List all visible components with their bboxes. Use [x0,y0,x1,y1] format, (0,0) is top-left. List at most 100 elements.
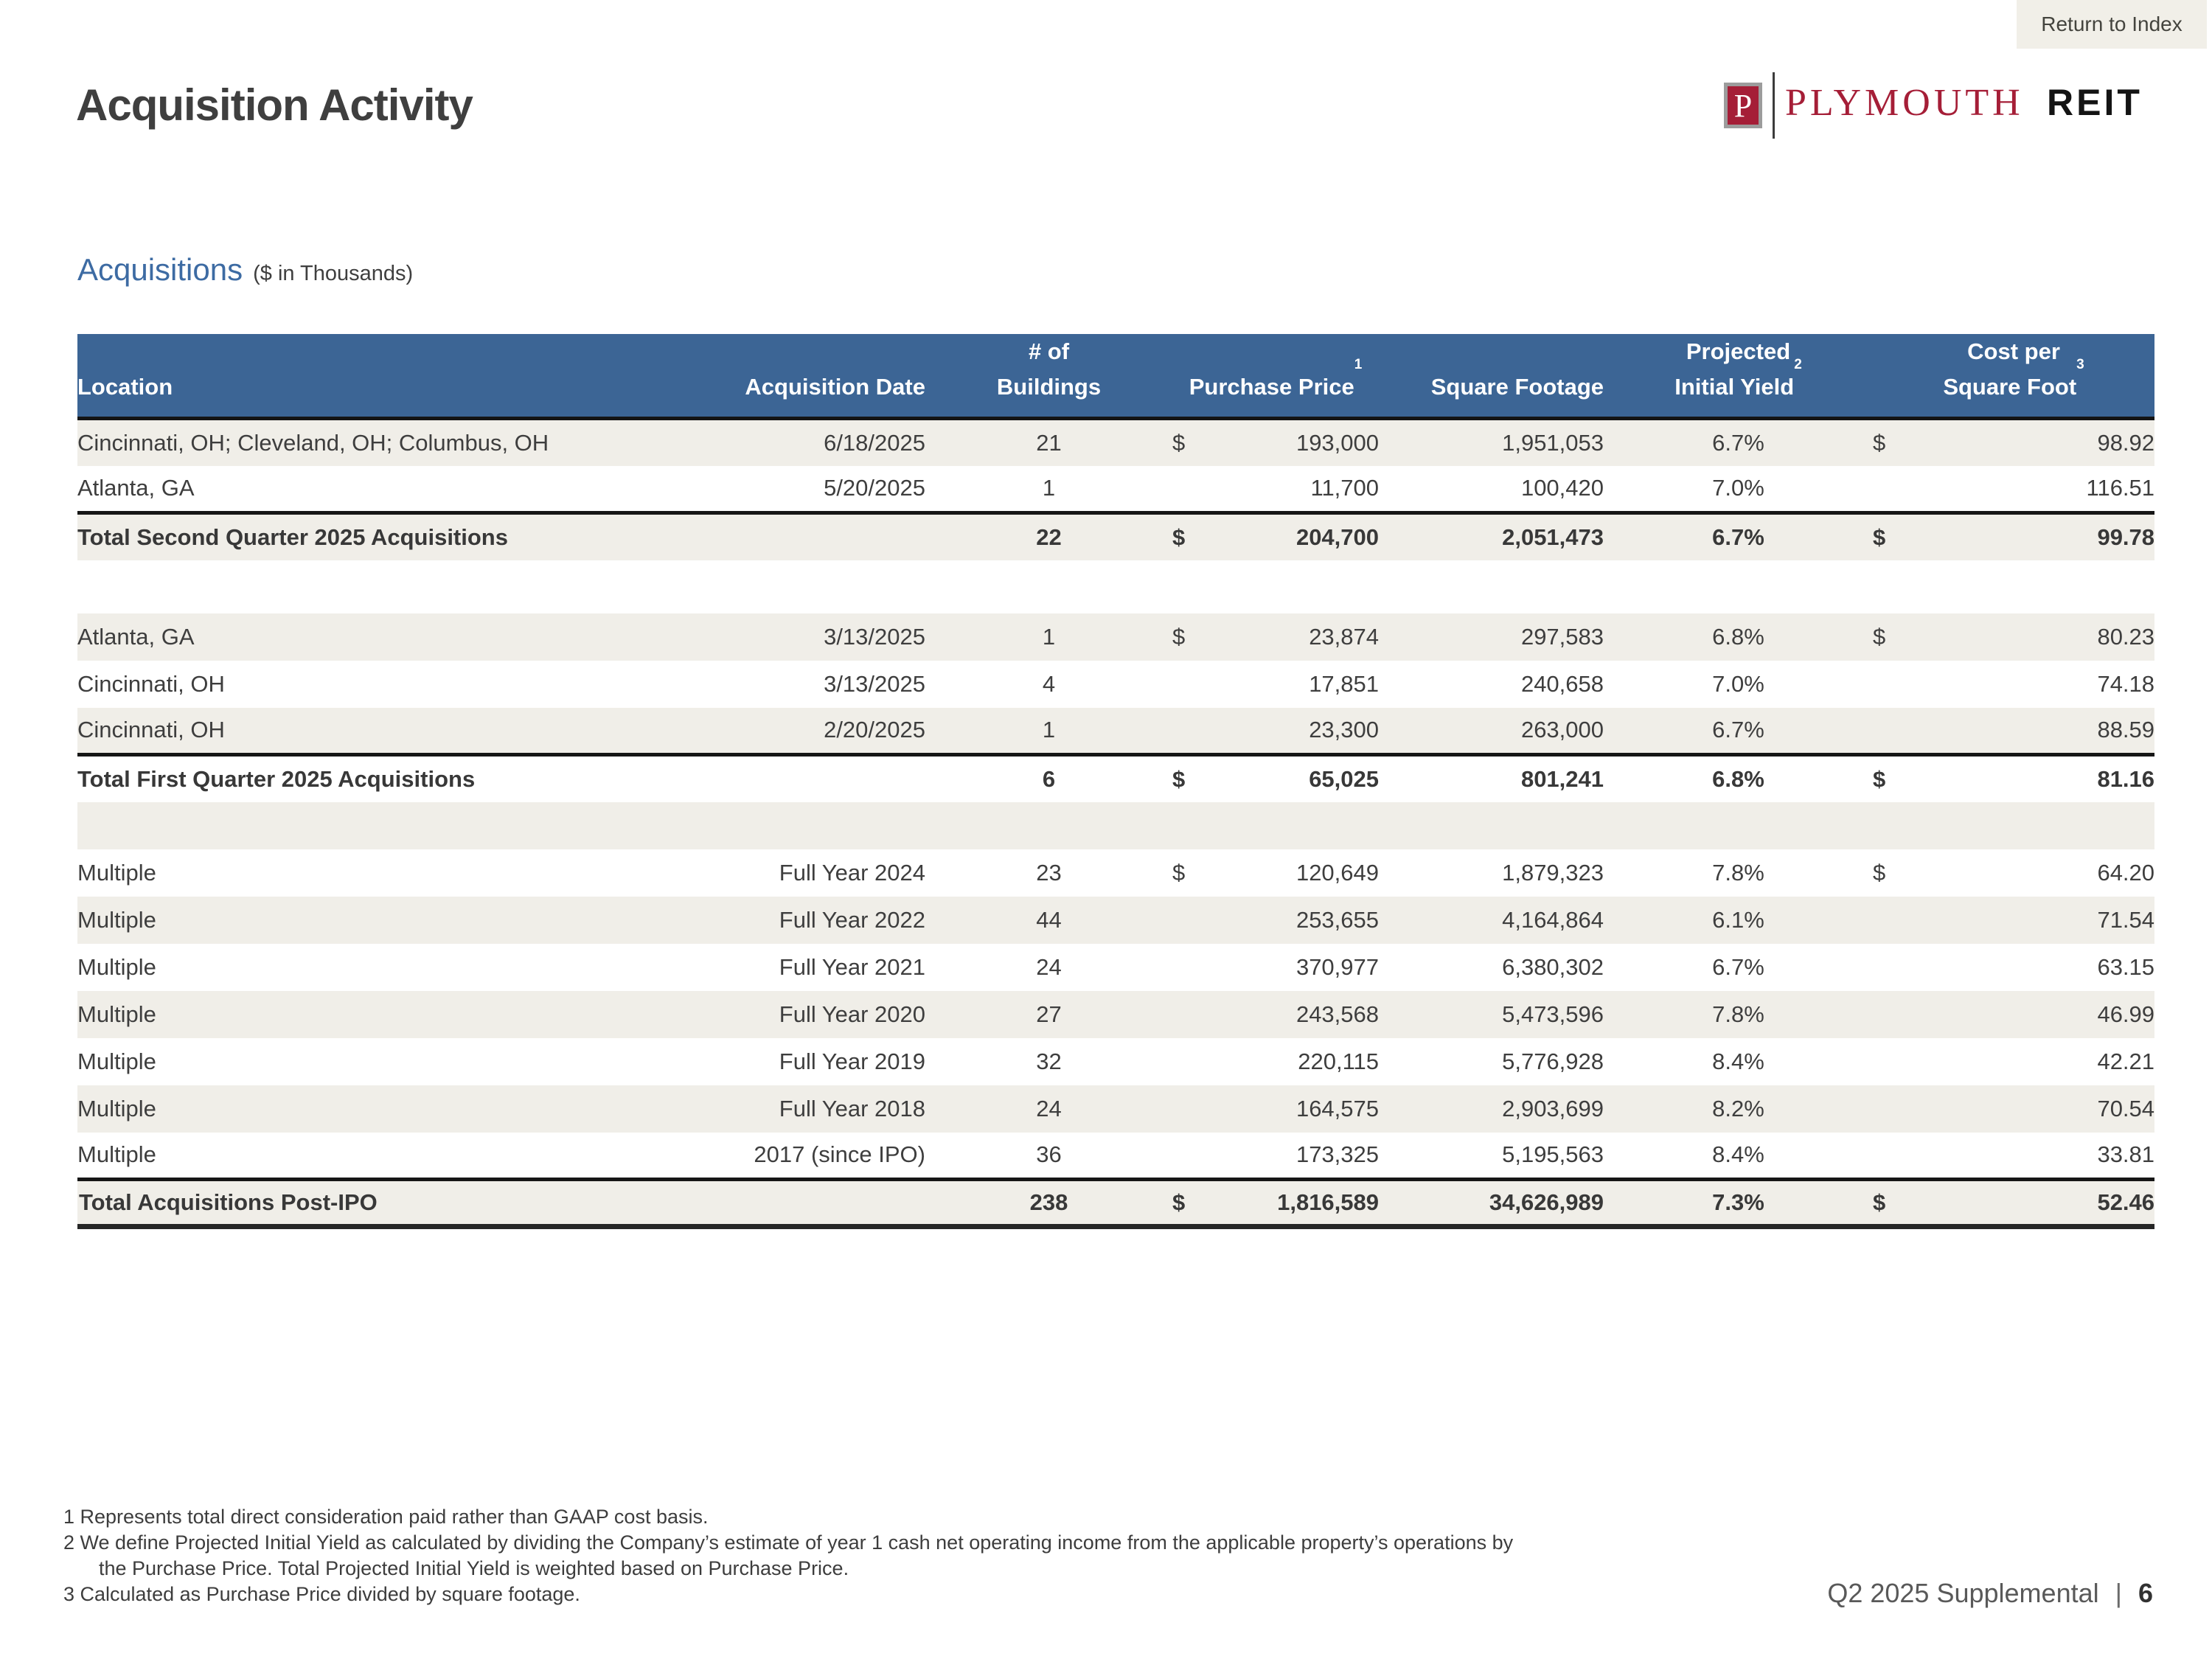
dollar-sign [1172,802,1224,849]
header-cost-per-square-foot: Cost per Square Foot3 [1873,334,2155,421]
buildings-cell: 6 [925,753,1172,802]
dollar-sign: $ [1873,511,1955,560]
cost-per-square-foot-cell: 71.54 [2097,906,2155,933]
acquisition-date-cell [704,802,925,849]
acquisition-date-cell: Full Year 2022 [779,906,925,933]
cost-per-square-foot-cell: 98.92 [2097,429,2155,456]
purchase-price-cell: 23,874 [1309,623,1380,650]
cost-per-square-foot-cell: 70.54 [2097,1095,2155,1121]
dollar-sign [1873,944,1954,991]
dollar-sign [1873,661,1954,708]
logo-p-letter: P [1733,88,1753,124]
initial-yield-cell [1604,802,1873,849]
purchase-price-cell: 193,000 [1295,429,1380,456]
initial-yield-cell: 6.8% [1712,623,1764,650]
acquisitions-table-body: Cincinnati, OH; Cleveland, OH; Columbus,… [77,418,2155,1230]
acquisition-date-cell: 3/13/2025 [824,623,925,650]
footnote-3: 3 Calculated as Purchase Price divided b… [63,1583,580,1605]
header-row: Location Acquisition Date # of Buildings… [77,334,2155,421]
purchase-price-cell: 253,655 [1295,906,1380,933]
page-title: Acquisition Activity [76,80,473,130]
dollar-sign: $ [1873,623,1886,650]
footnote-1: 1 Represents total direct consideration … [63,1506,709,1528]
square-footage-cell [1379,802,1604,849]
location-cell: Multiple [77,1095,156,1121]
section-heading-note: ($ in Thousands) [253,262,414,285]
dollar-sign: $ [1172,623,1186,650]
square-footage-cell: 100,420 [1520,475,1604,501]
dollar-sign [1873,1038,1954,1085]
dollar-sign [1172,1133,1224,1180]
dollar-sign [1172,708,1224,755]
dollar-sign [1172,991,1224,1038]
location-cell [77,802,704,849]
buildings-cell: 1 [1042,475,1056,501]
return-to-index-button[interactable]: Return to Index [2017,0,2207,49]
purchase-price-cell: 65,025 [1224,753,1380,802]
header-initial-yield: Projected Initial Yield2 [1604,334,1874,421]
total-row: Total First Quarter 2025 Acquisitions 6 $6… [77,753,2155,802]
total-row: Total Acquisitions Post-IPO 238 $1,816,589… [77,1178,2155,1230]
purchase-price-cell [1224,560,1379,613]
buildings-cell: 24 [1036,1095,1062,1121]
buildings-cell: 32 [1036,1048,1062,1074]
cost-per-square-foot-cell: 42.21 [2097,1048,2155,1074]
location-cell: Total Acquisitions Post-IPO [77,1178,704,1230]
initial-yield-cell: 6.8% [1604,753,1874,802]
square-footage-cell: 2,903,699 [1502,1095,1604,1121]
location-cell: Atlanta, GA [77,623,195,650]
cost-per-square-foot-cell: 81.16 [1954,753,2155,802]
table-row: Cincinnati, OH 2/20/2025 1 23,300 263,000 6.7… [77,707,2155,755]
initial-yield-cell: 7.0% [1712,475,1764,501]
dollar-sign [1172,1038,1224,1085]
header-acquisition-date: Acquisition Date [704,334,925,421]
acquisition-date-cell: Full Year 2024 [779,859,925,886]
table-row: Multiple Full Year 2021 24 370,977 6,380,302… [77,943,2155,991]
buildings-cell: 23 [1036,859,1062,886]
initial-yield-cell: 8.2% [1712,1095,1764,1121]
initial-yield-cell: 6.7% [1712,953,1764,980]
acquisition-date-cell [704,511,925,560]
square-footage-cell: 297,583 [1520,623,1604,650]
acquisition-date-cell: Full Year 2019 [779,1048,925,1074]
square-footage-cell: 801,241 [1379,753,1604,802]
header-buildings: # of Buildings [925,334,1172,421]
buildings-cell: 22 [925,511,1172,560]
cost-per-square-foot-cell: 63.15 [2097,953,2155,980]
acquisitions-table-wrap: Location Acquisition Date # of Buildings… [77,334,2155,1230]
acquisition-date-cell: Full Year 2018 [779,1095,925,1121]
location-cell: Total Second Quarter 2025 Acquisitions [77,511,704,560]
square-footage-cell: 240,658 [1520,670,1604,697]
cost-per-square-foot-cell: 33.81 [2097,1141,2155,1168]
purchase-price-cell: 164,575 [1295,1095,1380,1121]
acquisition-date-cell: 5/20/2025 [824,475,925,501]
spacer-row [77,560,2155,613]
cost-per-square-foot-cell: 52.46 [1954,1178,2155,1230]
table-row: Cincinnati, OH 3/13/2025 4 17,851 240,658 7.0… [77,660,2155,708]
table-row: Multiple Full Year 2022 44 253,655 4,164,864… [77,896,2155,944]
buildings-cell: 4 [1042,670,1056,697]
header-purchase-price: Purchase Price1 [1172,334,1380,421]
location-cell: Atlanta, GA [77,475,195,501]
purchase-price-cell: 17,851 [1309,670,1380,697]
footnotes: 1 Represents total direct consideration … [63,1504,1796,1607]
square-footage-cell: 2,051,473 [1379,511,1604,560]
purchase-price-cell: 173,325 [1295,1141,1380,1168]
header-square-footage: Square Footage [1379,334,1604,421]
cost-per-square-foot-cell: 74.18 [2097,670,2155,697]
square-footage-cell: 34,626,989 [1379,1178,1604,1230]
table-row: Multiple Full Year 2020 27 243,568 5,473,596… [77,990,2155,1038]
square-footage-cell: 6,380,302 [1502,953,1604,980]
buildings-cell: 238 [925,1178,1172,1230]
square-footage-cell: 5,776,928 [1502,1048,1604,1074]
cost-per-square-foot-cell: 116.51 [2086,475,2155,501]
square-footage-cell: 1,951,053 [1502,429,1604,456]
dollar-sign [1172,1085,1224,1133]
cost-per-square-foot-cell: 80.23 [2097,623,2155,650]
dollar-sign [1873,560,1954,613]
table-header: Location Acquisition Date # of Buildings… [77,334,2155,421]
dollar-sign: $ [1172,859,1186,886]
dollar-sign [1172,560,1224,613]
dollar-sign [1172,944,1224,991]
